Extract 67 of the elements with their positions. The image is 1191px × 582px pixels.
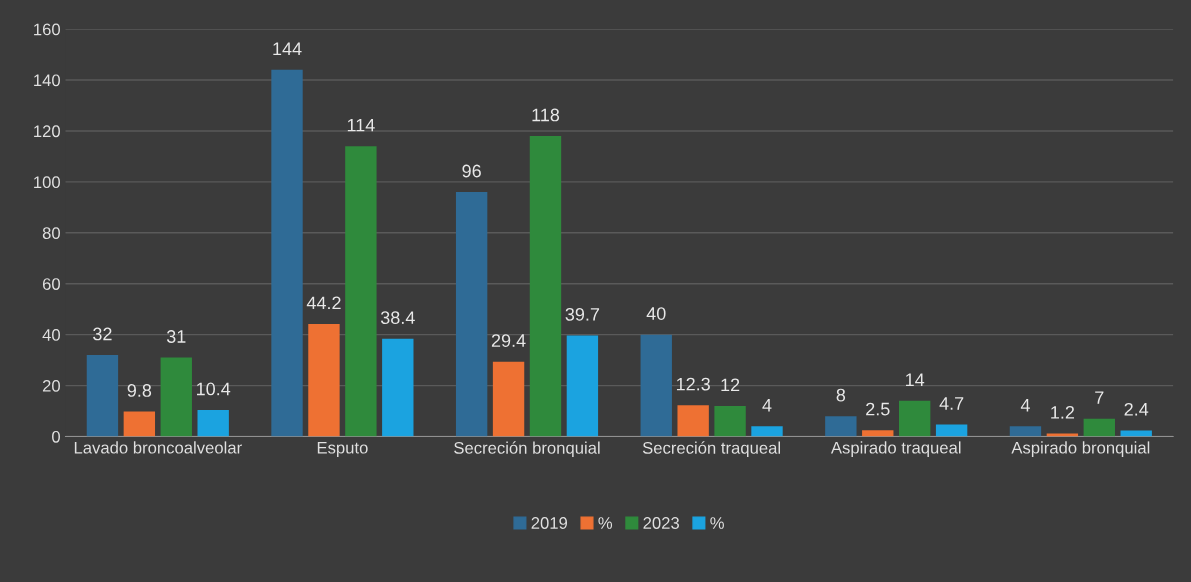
bar xyxy=(160,357,192,437)
bar xyxy=(566,335,599,437)
data-label: 2.4 xyxy=(1124,402,1149,416)
bar xyxy=(271,69,303,437)
bar xyxy=(529,136,562,437)
data-label: 31 xyxy=(166,330,186,343)
data-label: 14 xyxy=(906,373,925,386)
bar xyxy=(640,334,672,437)
data-label: 1.2 xyxy=(1051,405,1075,419)
bar xyxy=(1009,426,1042,437)
bar xyxy=(862,430,894,437)
bar xyxy=(1083,418,1115,437)
data-label: 4.7 xyxy=(939,397,964,410)
bar xyxy=(935,424,968,437)
bar xyxy=(825,416,857,437)
data-label: 9.8 xyxy=(127,384,152,397)
y-tick-label: 140 xyxy=(34,74,60,87)
data-label: 8 xyxy=(836,388,846,402)
bar xyxy=(1120,430,1152,437)
bar xyxy=(899,400,931,437)
data-label: 7 xyxy=(1095,391,1104,404)
data-label: 29.4 xyxy=(491,334,526,347)
x-tick-label: Esputo xyxy=(317,441,368,457)
y-tick-label: 20 xyxy=(42,379,60,392)
bar xyxy=(345,146,377,437)
data-label: 96 xyxy=(462,164,481,178)
data-label: 4 xyxy=(762,399,772,412)
data-label: 39.7 xyxy=(565,307,600,321)
data-label: 12.3 xyxy=(676,377,710,391)
data-label: 38.4 xyxy=(380,311,415,325)
x-tick-label: Aspirado bronquial xyxy=(1011,441,1150,457)
bar xyxy=(714,405,746,437)
data-label: 118 xyxy=(532,108,560,122)
legend-label: % xyxy=(710,517,724,529)
y-tick-label: 160 xyxy=(34,23,60,36)
data-label: 12 xyxy=(721,378,740,392)
legend-label: 2023 xyxy=(643,517,679,529)
y-tick-label: 60 xyxy=(42,278,60,290)
bar xyxy=(123,411,156,437)
x-tick-label: Aspirado traqueal xyxy=(830,441,961,457)
data-label: 4 xyxy=(1020,399,1030,412)
y-tick-label: 0 xyxy=(52,430,60,443)
y-tick-label: 80 xyxy=(42,227,60,239)
data-label: 114 xyxy=(347,118,375,132)
bar xyxy=(382,338,414,437)
bar xyxy=(197,410,229,437)
y-tick-label: 100 xyxy=(34,176,60,189)
x-tick-label: Secreción traqueal xyxy=(642,441,780,458)
data-label: 144 xyxy=(273,42,302,55)
x-tick-label: Lavado broncoalveolar xyxy=(74,441,242,454)
legend-label: % xyxy=(598,517,613,529)
bar xyxy=(86,355,119,437)
data-label: 10.4 xyxy=(197,382,231,396)
bar xyxy=(492,361,525,437)
legend-label: 2019 xyxy=(531,517,568,529)
bar xyxy=(308,323,340,437)
bar xyxy=(455,192,488,437)
data-label: 2.5 xyxy=(866,402,890,416)
data-label: 40 xyxy=(646,307,666,320)
data-label: 32 xyxy=(93,327,112,341)
bar xyxy=(677,405,709,437)
bar xyxy=(1046,433,1079,437)
y-tick-label: 40 xyxy=(42,329,60,341)
bar xyxy=(751,426,783,437)
data-label: 44.2 xyxy=(306,296,341,310)
y-tick-label: 120 xyxy=(34,125,60,138)
x-tick-label: Secreción bronquial xyxy=(454,441,600,458)
